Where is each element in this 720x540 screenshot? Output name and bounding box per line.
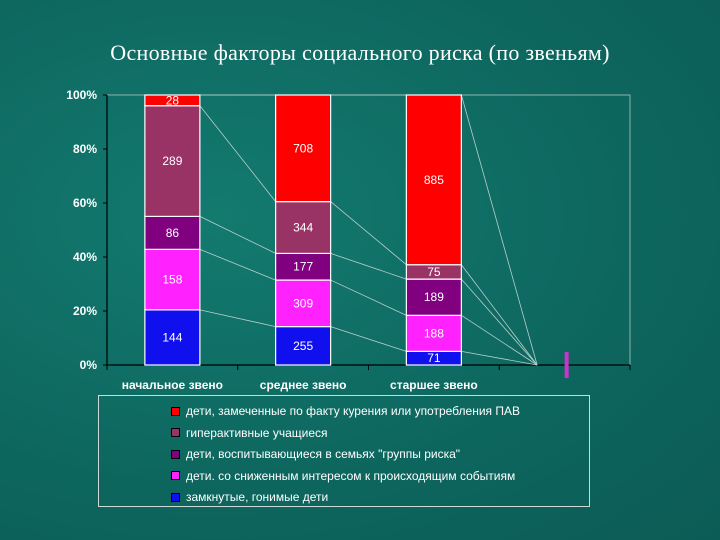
- data-label: 75: [427, 265, 441, 279]
- bar-segment: [275, 201, 332, 255]
- data-label: 189: [424, 290, 444, 304]
- stacked-bar-chart: 0% 20% 40% 60% 80% 100% начальное звено среднее…: [66, 88, 631, 392]
- series-line: [199, 309, 276, 327]
- x-category-label: среднее звено: [260, 378, 347, 392]
- legend-swatch: [171, 406, 180, 416]
- legend-label: дети. со сниженным интересом к происходя…: [186, 468, 516, 483]
- legend-item: гиперактивные учащиеся: [171, 424, 328, 442]
- bar-segment: [405, 278, 462, 316]
- y-tick-label: 80%: [73, 142, 97, 156]
- data-label: 885: [424, 173, 444, 187]
- data-label: 344: [293, 221, 313, 235]
- data-label: 708: [293, 141, 313, 155]
- y-tick-label: 60%: [73, 196, 97, 210]
- bar-segment: [405, 314, 462, 352]
- legend-label: гиперактивные учащиеся: [186, 425, 328, 440]
- series-line: [199, 216, 276, 254]
- legend-swatch: [171, 428, 180, 437]
- series-line: [330, 326, 407, 352]
- y-tick-label: 0%: [80, 358, 98, 372]
- legend-item: дети, воспитывающиеся в семьях "группы р…: [171, 445, 460, 463]
- data-label: 188: [424, 326, 444, 340]
- bar-segment: [144, 94, 201, 107]
- legend-item: замкнутые, гонимые дети: [171, 488, 328, 506]
- bar-segment: [275, 94, 332, 203]
- y-tick-label: 40%: [73, 250, 97, 264]
- series-line: [461, 264, 538, 366]
- legend-label: дети, воспитывающиеся в семьях "группы р…: [186, 447, 461, 461]
- y-tick-label: 20%: [73, 304, 97, 318]
- x-category-label: старшее звено: [390, 378, 478, 392]
- data-label: 309: [293, 296, 313, 310]
- legend-label: замкнутые, гонимые дети: [186, 490, 329, 504]
- empty-category-marker: [564, 352, 569, 378]
- data-label: 28: [166, 93, 180, 107]
- legend-item: дети. со сниженным интересом к происходя…: [171, 467, 515, 485]
- data-label: 144: [162, 330, 182, 344]
- bar-segment: [275, 252, 332, 281]
- series-line: [461, 350, 538, 366]
- series-line: [330, 279, 407, 316]
- series-line: [199, 248, 276, 281]
- data-label: 71: [427, 351, 441, 365]
- series-line: [460, 94, 538, 366]
- legend-item: дети, замеченные по факту курения или уп…: [171, 402, 520, 420]
- x-category-label: начальное звено: [122, 378, 223, 392]
- legend-swatch: [171, 471, 180, 480]
- chart-title: Основные факторы социального риска (по з…: [110, 40, 610, 65]
- series-line: [461, 314, 538, 366]
- data-label: 177: [293, 260, 313, 274]
- data-label: 255: [293, 339, 313, 353]
- data-label: 289: [162, 154, 182, 168]
- bar-segment: [405, 94, 462, 266]
- legend-label: дети, замеченные по факту курения или уп…: [186, 404, 520, 418]
- legend-swatch: [171, 492, 180, 502]
- data-label: 86: [166, 226, 180, 240]
- legend-swatch: [171, 449, 180, 459]
- series-line: [461, 278, 538, 366]
- chart-legend: дети, замеченные по факту курения или уп…: [98, 395, 590, 507]
- bar-segment: [144, 105, 201, 218]
- series-line: [199, 105, 276, 202]
- series-line: [330, 201, 407, 266]
- series-line: [330, 253, 407, 280]
- data-label: 158: [162, 273, 182, 287]
- y-tick-label: 100%: [66, 88, 97, 102]
